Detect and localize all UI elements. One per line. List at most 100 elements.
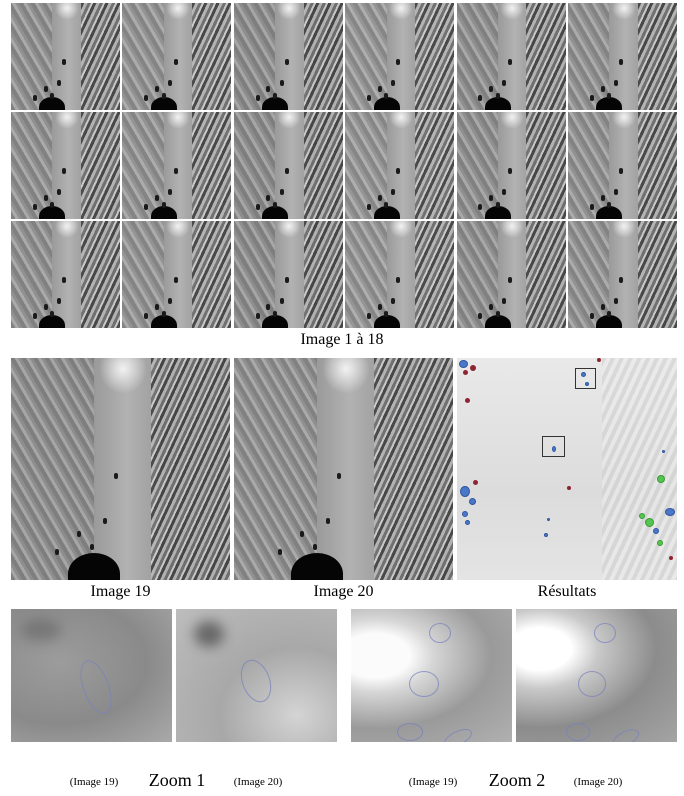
terrain-spot [489, 195, 494, 202]
grid-image-8 [122, 112, 232, 219]
terrain-spot [62, 58, 67, 65]
terrain-spot [161, 92, 166, 99]
terrain-haze [98, 358, 147, 394]
terrain-spot [366, 204, 371, 211]
zoom-2-box [575, 368, 596, 389]
terrain-westhills [234, 358, 322, 580]
terrain-westhills [456, 221, 501, 328]
terrain-ridge [80, 112, 120, 219]
zoom-1-caption: Zoom 1 [148, 770, 206, 790]
change-marker-red [597, 358, 601, 362]
terrain-haze [277, 112, 302, 130]
terrain-lake [484, 206, 512, 219]
terrain-ridge [151, 358, 230, 580]
results-caption: Résultats [537, 583, 597, 600]
terrain-lake [150, 97, 177, 110]
image-20 [234, 358, 453, 580]
terrain-westhills [233, 3, 278, 110]
terrain-haze [500, 221, 525, 239]
terrain-valley [275, 112, 308, 219]
terrain-westhills [456, 112, 501, 219]
terrain-spot [396, 167, 401, 174]
terrain-lake [373, 206, 400, 219]
terrain-spot [76, 531, 81, 538]
terrain-spot [366, 95, 371, 102]
terrain-spot [277, 548, 282, 555]
terrain-spot [377, 195, 382, 202]
terrain-spot [384, 201, 389, 208]
terrain-spot [255, 204, 260, 211]
terrain-spot [32, 313, 37, 320]
grid-image-13 [11, 221, 120, 328]
terrain-westhills [567, 221, 612, 328]
terrain-spot [32, 204, 37, 211]
terrain-spot [336, 473, 341, 480]
grid-image-11 [456, 112, 566, 219]
change-marker-blue [665, 508, 675, 516]
terrain-spot [613, 80, 618, 87]
terrain-spot [144, 204, 149, 211]
terrain-valley [275, 221, 308, 328]
terrain-haze [165, 221, 190, 239]
terrain-spot [279, 80, 284, 87]
terrain-spot [600, 86, 605, 93]
zoom-2-right-label: (Image 20) [573, 776, 623, 788]
terrain-spot [502, 189, 507, 196]
terrain-spot [255, 313, 260, 320]
terrain-westhills [11, 358, 99, 580]
change-marker-blue [662, 450, 665, 453]
terrain-spot [607, 310, 612, 317]
terrain-haze [388, 3, 413, 21]
terrain-spot [390, 298, 395, 305]
terrain-spot [173, 58, 178, 65]
terrain-spot [377, 86, 382, 93]
change-marker-green [657, 540, 663, 546]
grid-image-7 [11, 112, 120, 219]
terrain-spot [43, 304, 48, 311]
terrain-spot [155, 304, 160, 311]
terrain-spot [50, 92, 55, 99]
terrain-lake [150, 206, 177, 219]
terrain-spot [273, 92, 278, 99]
terrain-haze [277, 3, 302, 21]
terrain-spot [56, 80, 61, 87]
terrain-ridge [80, 3, 120, 110]
zoom-2-caption: Zoom 2 [488, 770, 546, 790]
terrain-spot [62, 167, 67, 174]
zoom-1-left-label: (Image 19) [69, 776, 119, 788]
terrain-spot [32, 95, 37, 102]
terrain-spot [312, 544, 317, 551]
terrain-valley [163, 221, 197, 328]
terrain-spot [613, 189, 618, 196]
terrain-valley [609, 3, 643, 110]
terrain-spot [495, 310, 500, 317]
terrain-spot [502, 298, 507, 305]
terrain-westhills [11, 112, 55, 219]
comparison-row [11, 358, 677, 580]
terrain-valley [163, 3, 197, 110]
change-marker-blue [581, 372, 586, 377]
terrain-spot [168, 298, 173, 305]
terrain-haze [165, 3, 190, 21]
terrain-ridge [526, 112, 566, 219]
terrain-westhills [122, 112, 166, 219]
terrain-spot [384, 92, 389, 99]
change-marker-blue [552, 446, 556, 452]
terrain-ridge [414, 221, 455, 328]
terrain-lake [596, 206, 623, 219]
terrain-lake [67, 553, 121, 580]
grid-image-16 [345, 221, 455, 328]
terrain-spot [266, 86, 271, 93]
terrain-shade [602, 358, 677, 580]
terrain-valley [386, 3, 420, 110]
terrain-lake [262, 206, 289, 219]
image-19-caption: Image 19 [90, 583, 151, 600]
terrain-ridge [303, 3, 343, 110]
grid-image-6 [567, 3, 677, 110]
zoom-1-image-19 [11, 609, 172, 742]
terrain-spot [299, 531, 304, 538]
terrain-spot [102, 517, 107, 524]
terrain-haze [54, 112, 79, 130]
terrain-lake [262, 315, 289, 328]
terrain-valley [497, 221, 531, 328]
